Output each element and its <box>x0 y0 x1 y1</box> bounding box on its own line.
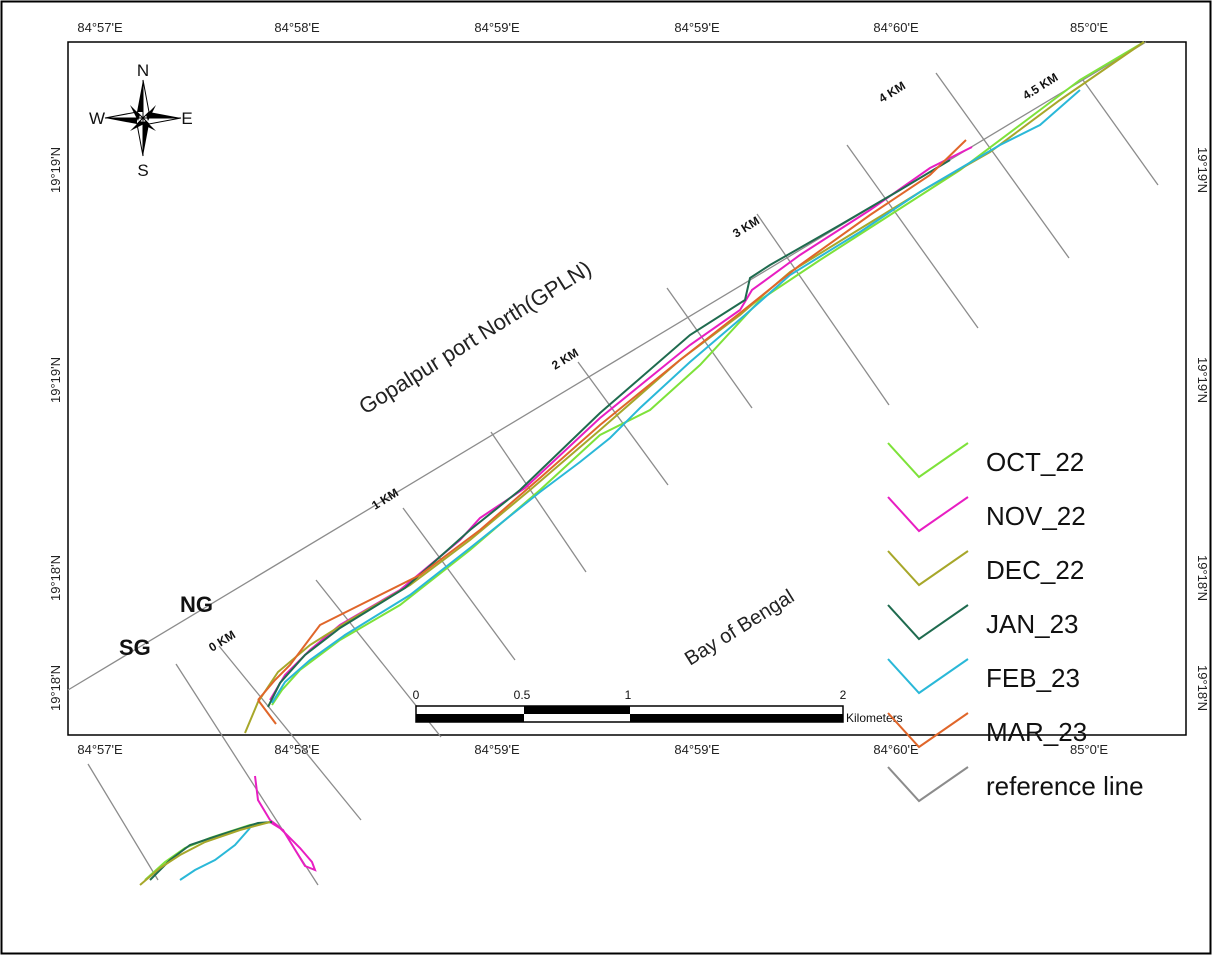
shoreline-jan-23-south <box>149 821 273 881</box>
shoreline-dec-22-south <box>139 821 271 886</box>
lon-label-top-6: 85°0'E <box>1070 20 1108 35</box>
shoreline-mar-23-spur <box>257 699 277 725</box>
lat-label-right-4: 19°18'N <box>1195 665 1210 711</box>
legend-swatch <box>887 442 969 479</box>
lon-label-top-1: 84°57'E <box>77 20 123 35</box>
compass-s: S <box>137 161 148 180</box>
transect-line <box>1082 79 1159 186</box>
legend-swatch <box>887 550 969 587</box>
bottom-longitude-labels: 84°57'E 84°58'E 84°59'E 84°59'E 84°60'E … <box>77 742 1108 757</box>
transect-line <box>490 431 587 573</box>
lat-label-left-2: 19°19'N <box>48 357 63 403</box>
shoreline-nov-22 <box>269 146 973 701</box>
lon-label-bottom-1: 84°57'E <box>77 742 123 757</box>
transect-line <box>935 72 1070 259</box>
compass-w: W <box>89 109 105 128</box>
scale-units: Kilometers <box>846 711 903 725</box>
lon-label-bottom-6: 85°0'E <box>1070 742 1108 757</box>
lat-label-left-4: 19°18'N <box>48 665 63 711</box>
lon-label-bottom-3: 84°59'E <box>474 742 520 757</box>
transect-line <box>756 213 890 406</box>
south-groyne-label: SG <box>119 635 151 660</box>
shorelines <box>139 41 1145 886</box>
shoreline-oct-22 <box>271 41 1145 706</box>
left-latitude-labels: 19°19'N 19°19'N 19°18'N 19°18'N <box>48 147 63 711</box>
transect-line <box>87 763 159 881</box>
compass-e: E <box>181 109 192 128</box>
lon-label-top-3: 84°59'E <box>474 20 520 35</box>
lon-label-top-2: 84°58'E <box>274 20 320 35</box>
shoreline-oct-22-south <box>144 821 273 881</box>
legend-swatch <box>887 496 969 533</box>
legend-label: NOV_22 <box>986 501 1086 531</box>
transect-line <box>666 287 753 409</box>
lat-label-left-3: 19°18'N <box>48 555 63 601</box>
lat-label-right-2: 19°19'N <box>1195 357 1210 403</box>
transect-line <box>218 645 362 821</box>
lon-label-top-5: 84°60'E <box>873 20 919 35</box>
legend-swatch <box>887 604 969 641</box>
legend-label: JAN_23 <box>986 609 1079 639</box>
legend-label: MAR_23 <box>986 717 1087 747</box>
scale-tick-1: 1 <box>625 688 632 702</box>
legend-label: reference line <box>986 771 1144 801</box>
scale-bar: 0 0.5 1 2 Kilometers <box>413 688 903 725</box>
lat-label-right-1: 19°19'N <box>1195 147 1210 193</box>
transect-line <box>846 144 979 329</box>
legend-swatch <box>887 658 969 695</box>
legend-swatch <box>887 712 969 749</box>
compass-rose-icon: N S W E <box>89 61 193 180</box>
scale-tick-2: 2 <box>840 688 847 702</box>
top-longitude-labels: 84°57'E 84°58'E 84°59'E 84°59'E 84°60'E … <box>77 20 1108 35</box>
legend-label: OCT_22 <box>986 447 1084 477</box>
legend-swatch <box>887 766 969 803</box>
north-groyne-label: NG <box>180 592 213 617</box>
scale-tick-0-5: 0.5 <box>514 688 531 702</box>
compass-n: N <box>137 61 149 80</box>
right-latitude-labels: 19°19'N 19°19'N 19°18'N 19°18'N <box>1195 147 1210 711</box>
legend-label: DEC_22 <box>986 555 1084 585</box>
lon-label-bottom-4: 84°59'E <box>674 742 720 757</box>
legend: OCT_22 NOV_22 DEC_22 JAN_23 FEB_23 MAR_23refe… <box>887 442 1144 803</box>
lon-label-bottom-5: 84°60'E <box>873 742 919 757</box>
shoreline-feb-23-south <box>179 827 251 881</box>
scale-tick-0: 0 <box>413 688 420 702</box>
map-neatline <box>67 41 1187 736</box>
transect-line <box>402 507 516 661</box>
shoreline-feb-23 <box>271 89 1081 704</box>
legend-label: FEB_23 <box>986 663 1080 693</box>
lon-label-bottom-2: 84°58'E <box>274 742 320 757</box>
shoreline-nov-22-groyne <box>254 775 317 872</box>
lat-label-left-1: 19°19'N <box>48 147 63 193</box>
shoreline-jan-23 <box>267 159 951 708</box>
lon-label-top-4: 84°59'E <box>674 20 720 35</box>
lat-label-right-3: 19°18'N <box>1195 555 1210 601</box>
shoreline-mar-23 <box>257 139 967 701</box>
